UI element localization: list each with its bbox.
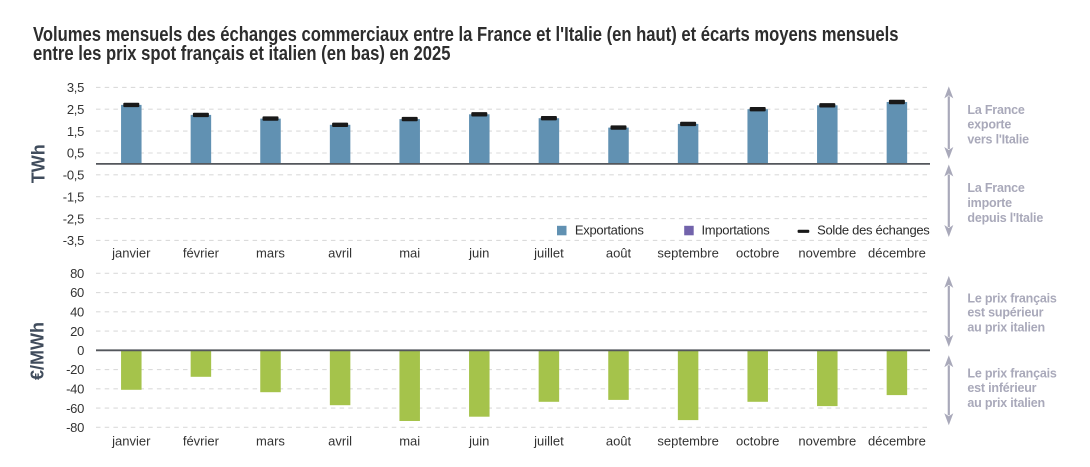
svg-text:octobre: octobre	[736, 246, 779, 261]
svg-text:février: février	[183, 434, 220, 449]
svg-text:-60: -60	[66, 401, 84, 416]
svg-text:importe: importe	[967, 196, 1012, 210]
svg-text:au prix italien: au prix italien	[967, 396, 1045, 410]
svg-text:-1,5: -1,5	[63, 189, 84, 204]
svg-text:2,5: 2,5	[67, 102, 84, 117]
svg-text:-3,5: -3,5	[63, 233, 84, 248]
svg-text:20: 20	[70, 324, 84, 339]
svg-text:octobre: octobre	[736, 434, 779, 449]
svg-text:TWh: TWh	[28, 144, 48, 183]
svg-text:La France: La France	[967, 103, 1024, 117]
svg-text:exporte: exporte	[967, 118, 1011, 132]
svg-text:depuis l'Italie: depuis l'Italie	[967, 211, 1043, 225]
svg-text:avril: avril	[328, 434, 352, 449]
svg-text:juillet: juillet	[533, 434, 564, 449]
svg-text:40: 40	[70, 305, 84, 320]
svg-text:mai: mai	[399, 434, 420, 449]
svg-text:novembre: novembre	[798, 246, 856, 261]
svg-text:août: août	[606, 434, 632, 449]
svg-text:décembre: décembre	[868, 434, 926, 449]
svg-text:mai: mai	[399, 246, 420, 261]
svg-text:Solde des échanges: Solde des échanges	[817, 223, 930, 238]
svg-text:Exportations: Exportations	[575, 223, 644, 238]
svg-text:est supérieur: est supérieur	[967, 306, 1043, 320]
svg-text:novembre: novembre	[798, 434, 856, 449]
svg-text:80: 80	[70, 266, 84, 281]
svg-text:février: février	[183, 246, 220, 261]
svg-text:septembre: septembre	[657, 246, 718, 261]
svg-text:-0,5: -0,5	[63, 168, 84, 183]
svg-text:Le prix français: Le prix français	[967, 367, 1056, 381]
svg-text:-40: -40	[66, 382, 84, 397]
svg-text:0: 0	[77, 343, 84, 358]
svg-text:janvier: janvier	[111, 246, 151, 261]
svg-text:1,5: 1,5	[67, 124, 84, 139]
svg-text:au prix italien: au prix italien	[967, 320, 1045, 334]
svg-text:juin: juin	[468, 434, 489, 449]
svg-text:vers l'Italie: vers l'Italie	[967, 132, 1029, 146]
svg-text:0,5: 0,5	[67, 146, 84, 161]
svg-text:mars: mars	[256, 246, 285, 261]
svg-text:septembre: septembre	[657, 434, 718, 449]
svg-text:Le prix français: Le prix français	[967, 291, 1056, 305]
svg-text:Importations: Importations	[702, 223, 771, 238]
svg-text:-2,5: -2,5	[63, 211, 84, 226]
svg-text:€/MWh: €/MWh	[28, 322, 48, 380]
svg-text:avril: avril	[328, 246, 352, 261]
svg-text:mars: mars	[256, 434, 285, 449]
svg-text:janvier: janvier	[111, 434, 151, 449]
svg-text:août: août	[606, 246, 632, 261]
svg-text:juin: juin	[468, 246, 489, 261]
svg-text:-20: -20	[66, 362, 84, 377]
svg-text:décembre: décembre	[868, 246, 926, 261]
svg-text:juillet: juillet	[533, 246, 564, 261]
svg-text:60: 60	[70, 285, 84, 300]
svg-text:est inférieur: est inférieur	[967, 381, 1036, 395]
svg-text:La France: La France	[967, 181, 1024, 195]
svg-text:3,5: 3,5	[67, 80, 84, 95]
svg-text:-80: -80	[66, 420, 84, 435]
